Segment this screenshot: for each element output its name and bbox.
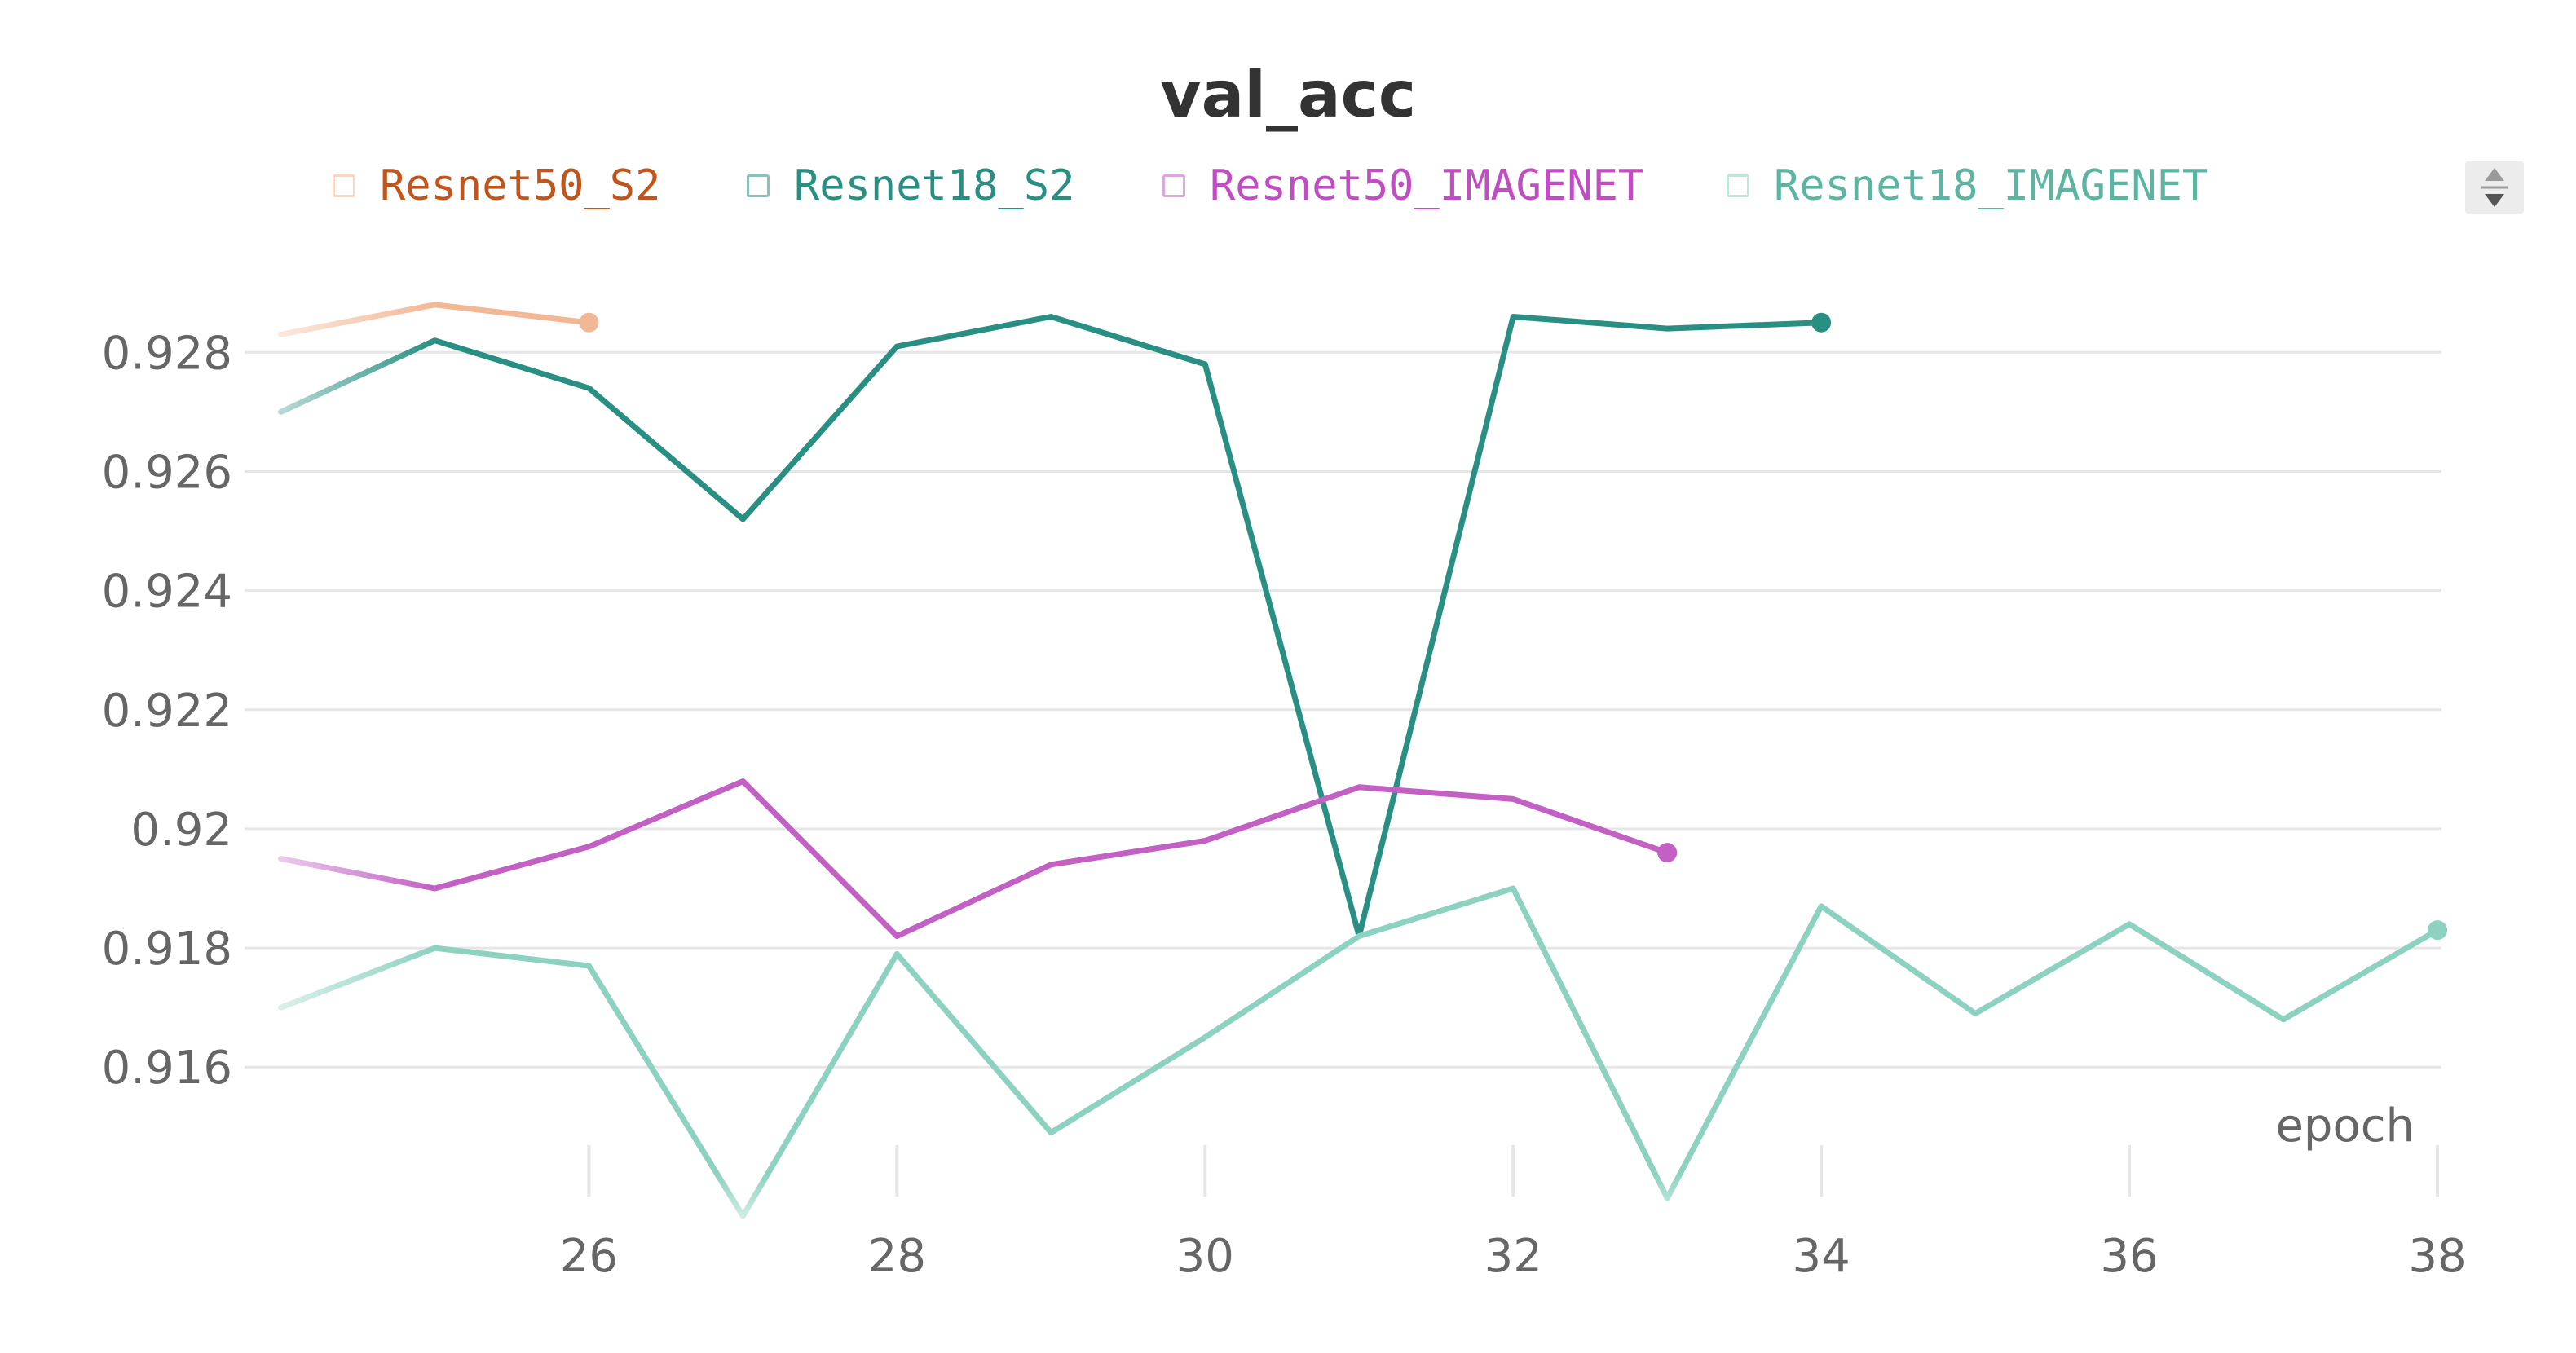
legend-item-resnet18-imagenet[interactable]: Resnet18_IMAGENET — [1727, 153, 2208, 218]
y-tick-label: 0.92 — [130, 804, 232, 857]
x-tick-label: 32 — [1484, 1230, 1542, 1283]
x-tick-label: 34 — [1793, 1230, 1850, 1283]
legend-swatch-icon — [747, 174, 770, 197]
series-endpoint — [579, 312, 599, 333]
grid — [245, 350, 2441, 1069]
legend-label: Resnet50_S2 — [380, 161, 661, 210]
y-axis: 0.916 0.918 0.92 0.922 0.924 0.926 0.928 — [102, 327, 232, 1095]
scroll-arrows-icon — [2481, 168, 2508, 207]
legend-swatch-icon — [333, 174, 355, 197]
series-endpoint — [1657, 843, 1678, 863]
series-line-resnet18-s2[interactable] — [278, 314, 1824, 939]
y-tick-label: 0.926 — [102, 446, 232, 499]
legend-item-resnet50-imagenet[interactable]: Resnet50_IMAGENET — [1162, 153, 1643, 218]
series-line-resnet50-imagenet[interactable] — [278, 778, 1670, 939]
series-endpoint — [2428, 920, 2447, 941]
y-tick-label: 0.916 — [102, 1042, 232, 1095]
legend-scroll-button[interactable] — [2465, 161, 2524, 214]
x-tick-label: 36 — [2100, 1230, 2158, 1283]
series — [278, 302, 2447, 1219]
series-line-resnet18-imagenet[interactable] — [278, 885, 2441, 1219]
y-tick-label: 0.922 — [102, 685, 232, 738]
series-endpoint — [1811, 312, 1832, 333]
legend-item-resnet18-s2[interactable]: Resnet18_S2 — [747, 153, 1074, 218]
legend-swatch-icon — [1162, 174, 1185, 197]
legend: Resnet50_S2 Resnet18_S2 Resnet50_IMAGENE… — [0, 153, 2576, 218]
x-tick-label: 38 — [2408, 1230, 2466, 1283]
y-tick-label: 0.918 — [102, 923, 232, 976]
x-tick-label: 30 — [1176, 1230, 1234, 1283]
legend-label: Resnet18_IMAGENET — [1774, 161, 2208, 210]
legend-label: Resnet50_IMAGENET — [1210, 161, 1644, 210]
chart-title: val_acc — [1159, 59, 1417, 132]
legend-item-resnet50-s2[interactable]: Resnet50_S2 — [333, 153, 660, 218]
x-tick-label: 28 — [868, 1230, 926, 1283]
x-axis: 26 28 30 32 34 36 38 — [560, 1145, 2467, 1283]
x-axis-label: epoch — [2275, 1100, 2415, 1152]
legend-swatch-icon — [1727, 174, 1749, 197]
y-tick-label: 0.928 — [102, 327, 232, 380]
legend-label: Resnet18_S2 — [794, 161, 1075, 210]
y-tick-label: 0.924 — [102, 566, 232, 619]
x-tick-label: 26 — [560, 1230, 618, 1283]
series-line-resnet50-s2[interactable] — [278, 302, 592, 337]
